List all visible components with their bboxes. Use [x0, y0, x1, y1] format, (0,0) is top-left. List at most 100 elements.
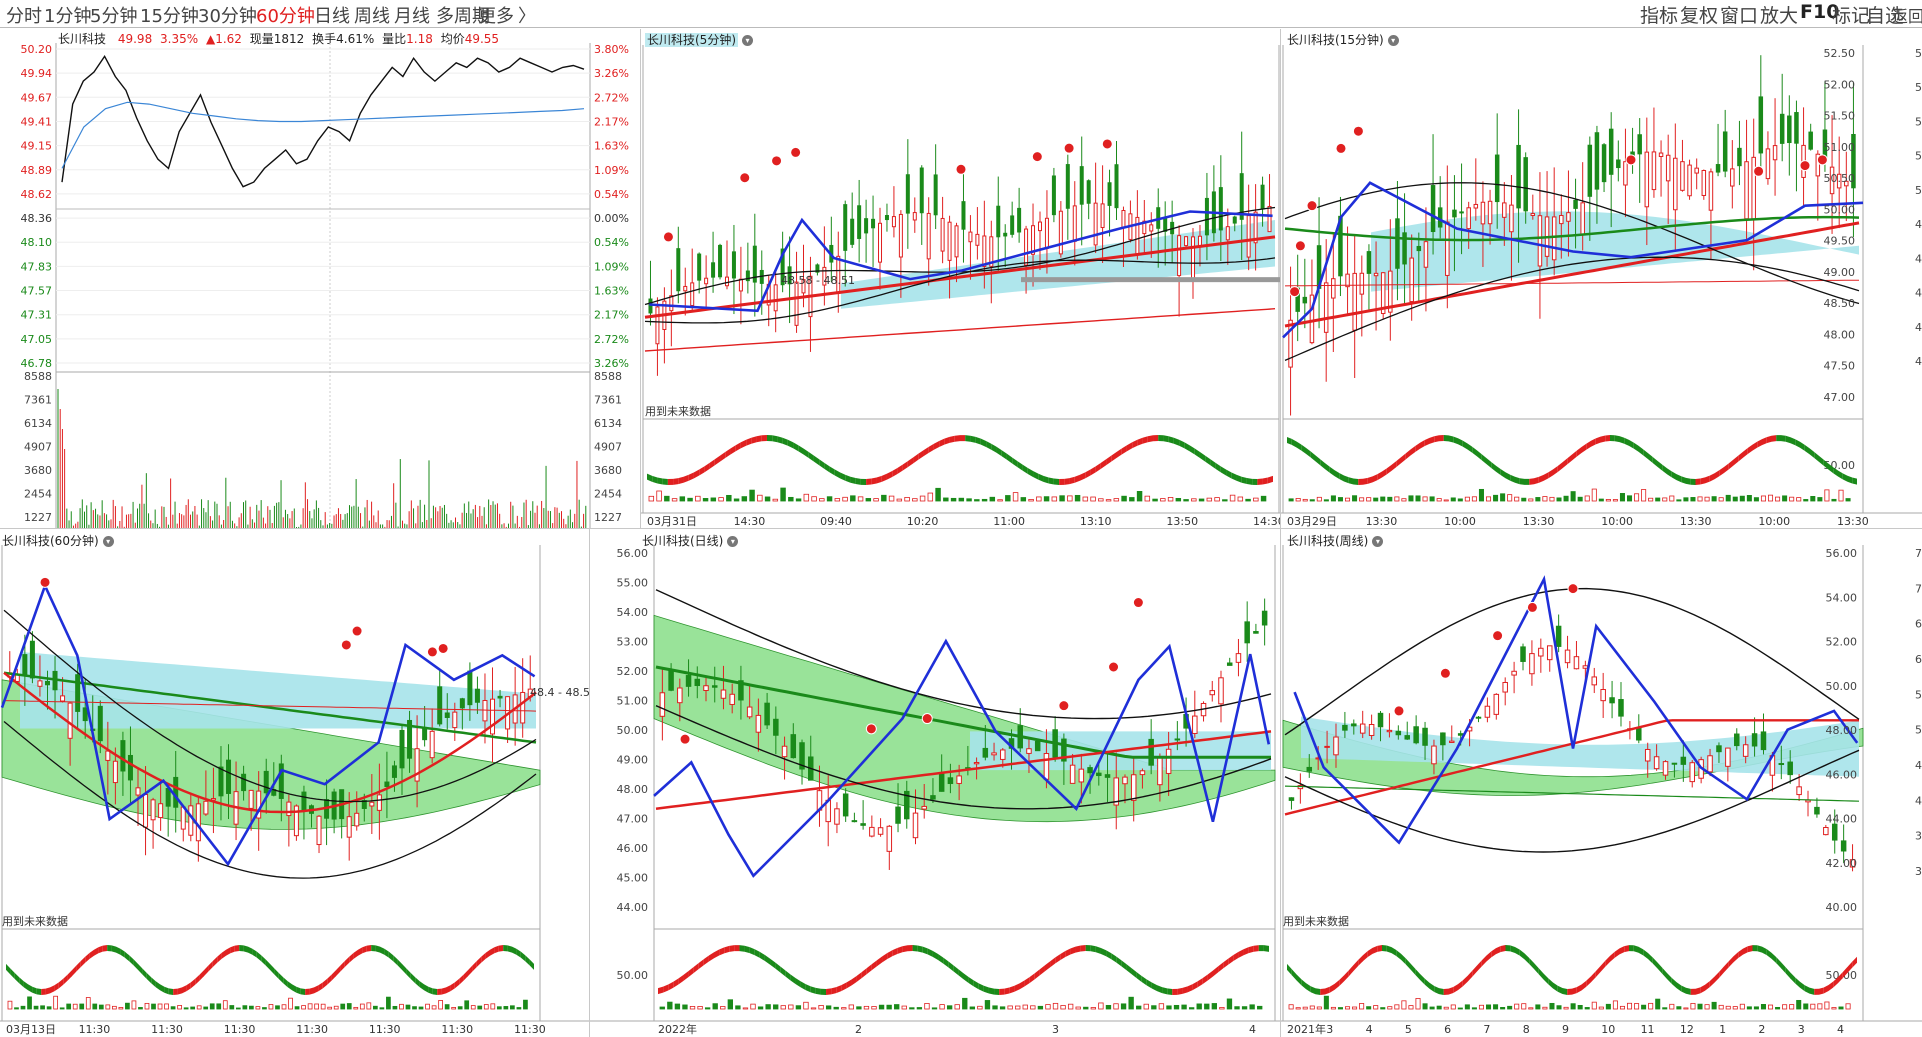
x-axis-label: 3	[1052, 1023, 1059, 1036]
oscillator-segment	[318, 982, 323, 992]
kline-weekly-chart[interactable]: 56.0054.0052.0050.0048.0046.0044.0042.00…	[1281, 529, 1922, 1037]
oscillator-segment	[1614, 435, 1620, 443]
trend-green-line	[655, 665, 1271, 759]
volume-bar	[1542, 496, 1548, 502]
dropdown-icon[interactable]: ▾	[1387, 35, 1399, 46]
oscillator-segment	[932, 951, 939, 961]
oscillator-segment	[703, 955, 709, 966]
oscillator-segment	[28, 984, 33, 993]
x-axis-label: 4	[1249, 1023, 1256, 1036]
candle-down	[384, 781, 390, 787]
oscillator-segment	[261, 955, 266, 966]
dropdown-icon[interactable]: ▾	[727, 536, 739, 547]
tab-fenshi[interactable]: 分时	[6, 6, 42, 27]
oscillator-segment	[846, 979, 852, 989]
signal-marker-icon	[351, 625, 363, 637]
oscillator-segment	[1714, 470, 1720, 480]
oscillator-segment	[1189, 445, 1195, 455]
f10-button[interactable]: F10	[1800, 1, 1840, 23]
tab-60min[interactable]: 60分钟	[256, 6, 315, 27]
volume-bar	[1302, 498, 1308, 502]
oscillator-segment	[494, 945, 499, 954]
oscillator-segment	[1396, 457, 1401, 468]
oscillator-segment	[1686, 477, 1691, 485]
oscillator-segment	[991, 443, 997, 453]
oscillator-segment	[1121, 445, 1127, 455]
volume-bar	[27, 996, 32, 1010]
tab-weekly[interactable]: 周线	[354, 6, 390, 27]
tab-30min[interactable]: 30分钟	[198, 6, 257, 27]
zoom-button[interactable]: 放大	[1760, 5, 1799, 27]
candle-up	[1708, 171, 1714, 211]
adjust-button[interactable]: 复权	[1680, 5, 1719, 27]
oscillator-segment	[798, 445, 804, 455]
oscillator-segment	[1643, 949, 1648, 960]
dropdown-icon[interactable]: ▾	[1372, 536, 1384, 547]
volume-bar	[216, 1003, 222, 1010]
dropdown-icon[interactable]: ▾	[102, 536, 114, 547]
oscillator-segment	[1795, 977, 1800, 988]
oscillator-segment	[1695, 478, 1701, 485]
volume-bar	[1704, 496, 1710, 502]
volume-bar	[1500, 1007, 1506, 1010]
dropdown-icon[interactable]: ▾	[742, 35, 753, 46]
tab-monthly[interactable]: 月线	[394, 6, 430, 27]
tab-5min[interactable]: 5分钟	[90, 6, 138, 27]
oscillator-segment	[1065, 948, 1071, 958]
candle-up	[1730, 168, 1735, 187]
right-axis-label: 75.00	[1915, 547, 1922, 560]
candle-down	[1366, 251, 1372, 274]
candle-down	[1034, 740, 1041, 752]
volume-bar	[689, 1006, 696, 1010]
signal-marker-icon	[1352, 125, 1364, 137]
volume-bar	[1136, 1005, 1142, 1010]
volume-bar	[281, 1004, 287, 1010]
candle-up	[1100, 203, 1105, 229]
oscillator-segment	[1591, 971, 1596, 983]
oscillator-segment	[1491, 462, 1496, 472]
volume-bar	[314, 1003, 319, 1010]
volume-bar	[1060, 1005, 1066, 1010]
volume-bar	[825, 1005, 832, 1010]
oscillator-segment	[349, 952, 354, 963]
candle-up	[1836, 173, 1842, 189]
candle-up	[210, 798, 216, 801]
volume-bar	[966, 498, 972, 502]
volume-bar	[1394, 496, 1400, 502]
oscillator-segment	[1747, 945, 1753, 953]
volume-bar	[157, 1003, 163, 1010]
window-button[interactable]: 窗口	[1720, 5, 1759, 27]
volume-bar	[1373, 1005, 1379, 1010]
back-button[interactable]: 返回	[1892, 7, 1922, 26]
volume-bar	[1245, 498, 1251, 502]
tab-15min[interactable]: 15分钟	[140, 6, 199, 27]
oscillator-segment	[1424, 978, 1430, 989]
volume-bar	[1028, 499, 1034, 502]
more-chevron-icon[interactable]: 〉	[518, 6, 536, 27]
tab-multi-period[interactable]: 多周期	[436, 6, 490, 27]
intraday-chart[interactable]: 50.20 3.80%49.94 3.26%49.67 2.72%49.41 2.17%…	[0, 29, 641, 529]
volume-bar	[888, 495, 895, 502]
volume-bar	[1030, 1005, 1036, 1010]
oscillator-segment	[1177, 987, 1183, 995]
volume-bar	[190, 1006, 196, 1010]
oscillator-segment	[1709, 473, 1715, 482]
volume-bar	[1198, 498, 1205, 502]
oscillator-segment	[1059, 478, 1065, 485]
right-axis-label: 55.00	[1915, 688, 1922, 701]
tab-daily[interactable]: 日线	[314, 6, 350, 27]
watchlist-button[interactable]: 自选	[1866, 5, 1905, 27]
volume-bar	[1549, 496, 1555, 502]
volume-bar	[780, 1005, 786, 1010]
oscillator-segment	[1738, 451, 1743, 462]
candle-down	[851, 820, 858, 823]
tab-more[interactable]: 更多	[478, 6, 514, 27]
mark-button[interactable]: 标记	[1832, 5, 1871, 27]
kline-daily-chart[interactable]: 56.0055.0054.0053.0052.0051.0050.0049.00…	[590, 529, 1281, 1037]
kline-15min-chart[interactable]: 52.5052.0051.5051.0050.5050.0049.5049.00…	[1281, 29, 1922, 529]
signal-marker-icon	[739, 172, 751, 184]
tab-1min[interactable]: 1分钟	[44, 6, 92, 27]
indicator-button[interactable]: 指标	[1640, 5, 1679, 27]
